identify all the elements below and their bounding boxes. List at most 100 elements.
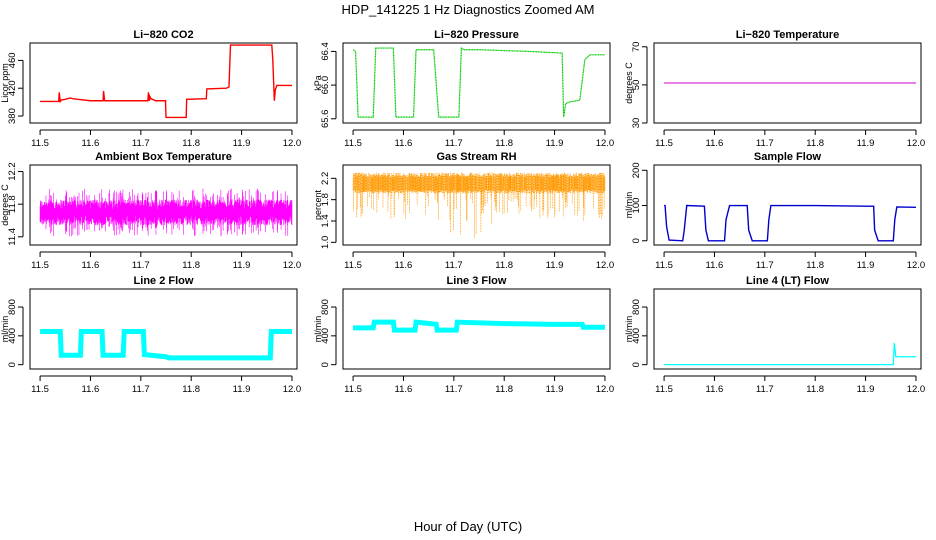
series-line — [353, 319, 605, 333]
y-axis-label: degrees C — [0, 184, 10, 226]
panel-licor_temp: Li−820 Temperature 11.5 11.6 11.7 11.8 11.9 12… — [624, 29, 925, 149]
plot-frame — [342, 42, 611, 124]
panel-title: Li−820 Pressure — [434, 29, 519, 41]
x-tick-label: 12.0 — [596, 384, 615, 395]
x-tick-label: 11.7 — [132, 260, 150, 271]
series-points — [352, 172, 606, 239]
y-tick-label: 30 — [631, 118, 642, 129]
y-tick-label: 0 — [631, 238, 642, 243]
y-tick-label: 800 — [320, 299, 331, 315]
y-axis-label: Licor ppm — [0, 63, 10, 103]
panel-box_temp: Ambient Box Temperature 11.5 11.6 11.7 11.8 1… — [0, 151, 301, 271]
plot-frame — [342, 288, 611, 370]
y-axis-label: ml/min — [313, 316, 323, 343]
y-tick-label: 200 — [631, 162, 642, 178]
x-tick-label: 11.6 — [82, 138, 100, 149]
series-line — [664, 342, 916, 366]
panel-title: Line 4 (LT) Flow — [746, 275, 829, 287]
x-tick-label: 12.0 — [596, 260, 615, 271]
panel-title: Gas Stream RH — [436, 151, 516, 163]
x-tick-label: 11.9 — [857, 138, 875, 149]
y-tick-label: 1.0 — [320, 236, 331, 249]
figure-title: HDP_141225 1 Hz Diagnostics Zoomed AM — [342, 2, 595, 17]
x-tick-label: 11.7 — [756, 138, 774, 149]
x-tick-label: 11.8 — [495, 384, 513, 395]
x-tick-label: 11.6 — [395, 260, 413, 271]
plot-frame — [342, 164, 611, 246]
x-tick-label: 11.8 — [182, 384, 200, 395]
x-tick-label: 12.0 — [596, 138, 615, 149]
panel-title: Line 2 Flow — [134, 275, 194, 287]
x-tick-label: 11.7 — [756, 384, 774, 395]
x-tick-label: 11.5 — [344, 138, 362, 149]
panel-title: Li−820 CO2 — [133, 29, 193, 41]
y-tick-label: 1.8 — [320, 193, 331, 206]
panel-pressure: Li−820 Pressure 11.5 11.6 11.7 11.8 11.9 12.0 6… — [313, 29, 614, 149]
panel-title: Ambient Box Temperature — [95, 151, 232, 163]
x-tick-label: 11.7 — [132, 384, 150, 395]
panel-co2: Li−820 CO2 11.5 11.6 11.7 11.8 11.9 12.0 380 420… — [0, 29, 301, 149]
x-tick-label: 11.8 — [806, 138, 824, 149]
panel-line2: Line 2 Flow 11.5 11.6 11.7 11.8 11.9 12.0 0 400 8… — [0, 275, 301, 395]
y-tick-label: 100 — [631, 198, 642, 214]
y-tick-label: 400 — [320, 328, 331, 344]
x-tick-label: 11.5 — [655, 384, 673, 395]
y-tick-label: 70 — [631, 42, 642, 53]
y-tick-label: 0 — [7, 362, 18, 367]
panel-title: Sample Flow — [754, 151, 822, 163]
panel-rh: Gas Stream RH 11.5 11.6 11.7 11.8 11.9 12.0 1.0… — [313, 151, 614, 271]
x-tick-label: 11.5 — [31, 384, 49, 395]
y-axis-label: ml/min — [624, 192, 634, 219]
x-tick-label: 12.0 — [283, 138, 302, 149]
y-axis-label: ml/min — [624, 316, 634, 343]
x-tick-label: 11.6 — [82, 260, 100, 271]
x-tick-label: 11.9 — [546, 384, 564, 395]
plot-frame — [29, 42, 298, 124]
series-line — [40, 329, 292, 361]
panel-title: Line 3 Flow — [447, 275, 507, 287]
y-tick-label: 50 — [631, 80, 642, 91]
panel-title: Li−820 Temperature — [736, 29, 839, 41]
y-tick-label: 66.4 — [320, 42, 331, 61]
y-tick-label: 0 — [631, 362, 642, 367]
x-tick-label: 11.5 — [31, 260, 49, 271]
x-tick-label: 11.5 — [344, 384, 362, 395]
y-tick-label: 12.2 — [7, 162, 18, 181]
x-tick-label: 11.9 — [546, 260, 564, 271]
x-tick-label: 11.5 — [31, 138, 49, 149]
x-tick-label: 12.0 — [907, 384, 926, 395]
x-tick-label: 11.6 — [706, 260, 724, 271]
x-tick-label: 11.5 — [655, 138, 673, 149]
x-tick-label: 11.9 — [233, 384, 251, 395]
x-tick-label: 11.8 — [182, 138, 200, 149]
x-tick-label: 12.0 — [283, 260, 302, 271]
series-line — [664, 204, 916, 242]
y-axis-label: ml/min — [0, 316, 10, 343]
x-tick-label: 11.9 — [857, 384, 875, 395]
y-tick-label: 800 — [631, 299, 642, 315]
x-tick-label: 11.8 — [495, 138, 513, 149]
plot-frame — [653, 164, 922, 246]
y-tick-label: 0 — [320, 362, 331, 367]
y-tick-label: 11.4 — [7, 228, 18, 246]
y-tick-label: 800 — [7, 299, 18, 315]
x-tick-label: 11.6 — [395, 138, 413, 149]
y-axis-label: kPa — [313, 75, 323, 91]
series-line — [352, 46, 605, 118]
plot-frame — [29, 164, 298, 246]
x-tick-label: 11.7 — [132, 138, 150, 149]
x-tick-label: 11.6 — [82, 384, 100, 395]
plot-frame — [653, 42, 922, 124]
panel-line3: Line 3 Flow 11.5 11.6 11.7 11.8 11.9 12.0 0 400 8… — [313, 275, 614, 395]
x-tick-label: 11.5 — [655, 260, 673, 271]
x-tick-label: 11.9 — [857, 260, 875, 271]
x-tick-label: 11.7 — [756, 260, 774, 271]
x-tick-label: 11.8 — [495, 260, 513, 271]
x-tick-label: 11.7 — [445, 384, 463, 395]
y-tick-label: 65.6 — [320, 110, 331, 129]
series-line — [40, 44, 292, 119]
plot-frame — [29, 288, 298, 370]
x-tick-label: 12.0 — [907, 138, 926, 149]
y-tick-label: 2.2 — [320, 172, 331, 185]
